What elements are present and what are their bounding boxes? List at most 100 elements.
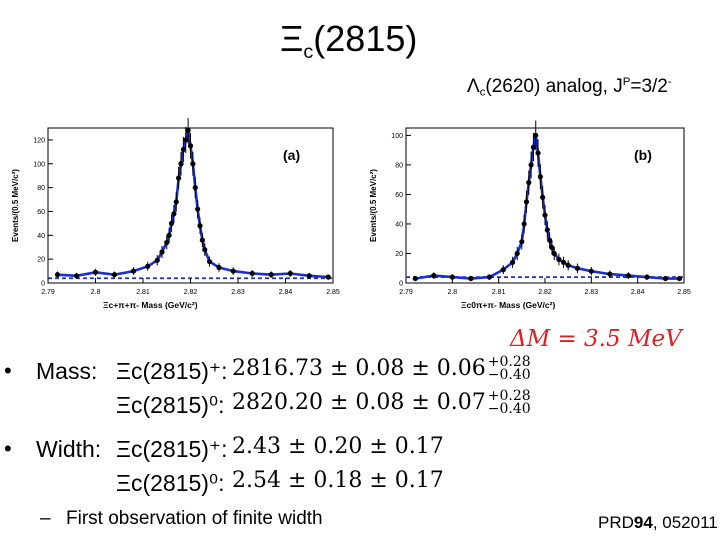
data-point (202, 247, 208, 253)
xi-symbol: Ξ (280, 18, 304, 59)
delta-m-formula: ΔM = 3.5 MeV (510, 326, 682, 352)
data-point (535, 150, 541, 156)
y-tick-label: 0 (41, 281, 45, 288)
mass-zero-name: Ξc(2815)⁰: (116, 392, 225, 418)
data-point (551, 250, 557, 257)
x-tick-label: 2.8 (91, 289, 101, 296)
x-tick-label: 2.81 (136, 289, 150, 296)
data-point (544, 227, 550, 233)
data-point (195, 206, 201, 212)
width-zero-value: 2.54 ± 0.18 ± 0.17 (232, 468, 444, 493)
data-point (171, 211, 177, 217)
mass-label: Mass: (36, 358, 98, 384)
data-point (187, 143, 194, 149)
data-point (178, 161, 184, 167)
x-axis-label: Ξc0π+π- Mass (GeV/c²) (461, 300, 555, 310)
data-point (249, 270, 255, 277)
x-tick-label: 2.85 (677, 289, 691, 296)
data-point (486, 274, 492, 280)
data-point (540, 194, 546, 200)
title-subscript: c (303, 40, 314, 63)
data-point (176, 175, 182, 181)
data-point (154, 257, 160, 263)
data-point (514, 250, 520, 257)
width-label: Width: (36, 436, 102, 462)
mass-plus-name: Ξc(2815)⁺: (116, 358, 228, 384)
data-point (287, 270, 293, 277)
data-point (509, 259, 516, 265)
data-point (519, 239, 525, 245)
y-tick-label: 20 (37, 257, 45, 264)
data-point (449, 274, 455, 280)
data-point (560, 259, 567, 265)
bullet-dot: • (4, 358, 12, 383)
data-point (199, 237, 205, 243)
data-point (662, 275, 669, 282)
data-point (92, 269, 99, 275)
title-mass: (2815) (313, 18, 418, 59)
data-point (206, 258, 213, 265)
width-zero-name: Ξc(2815)⁰: (116, 470, 225, 496)
data-point (197, 223, 203, 229)
x-axis-label: Ξc+π+π- Mass (GeV/c²) (103, 300, 198, 310)
y-tick-label: 120 (33, 137, 45, 144)
data-point (166, 232, 172, 238)
data-point (556, 256, 562, 262)
y-tick-label: 100 (391, 133, 403, 140)
mass-plus-value-group: 2816.73 ± 0.08 ± 0.06 +0.28 −0.40 (232, 354, 531, 383)
data-point (565, 262, 571, 268)
x-tick-label: 2.8 (447, 289, 457, 296)
data-point (521, 221, 527, 227)
bullet-dot: • (4, 436, 12, 461)
data-point (468, 275, 474, 282)
data-point (192, 185, 198, 191)
data-point (588, 268, 594, 274)
data-point (185, 127, 191, 133)
data-point (159, 249, 165, 255)
y-axis-label: Events/(0.5 MeV/c²) (369, 169, 378, 242)
x-tick-label: 2.83 (231, 289, 245, 296)
y-tick-label: 40 (37, 233, 45, 240)
reference: PRD94, 052011 (598, 513, 718, 532)
data-point (180, 146, 186, 153)
data-point (528, 162, 534, 168)
data-point (54, 272, 61, 278)
y-tick-label: 80 (395, 162, 403, 169)
panel-label: (b) (634, 147, 652, 163)
data-point (173, 199, 179, 205)
y-tick-label: 0 (399, 281, 403, 288)
data-point (168, 220, 175, 226)
data-point (412, 275, 418, 282)
x-tick-label: 2.85 (326, 289, 340, 296)
data-point (183, 137, 189, 143)
width-plus-name: Ξc(2815)⁺: (116, 436, 228, 462)
data-point (676, 275, 682, 282)
x-tick-label: 2.84 (279, 289, 293, 296)
y-tick-label: 20 (395, 251, 403, 258)
mass-zero-value-group: 2820.20 ± 0.08 ± 0.07 +0.28 −0.40 (232, 388, 531, 417)
width-plus-value: 2.43 ± 0.20 ± 0.17 (232, 434, 444, 459)
data-point (500, 267, 506, 273)
data-point (537, 174, 543, 180)
data-point (533, 132, 539, 138)
data-point (145, 263, 151, 269)
mass-plot-a: 2.79 2.8 2.81 2.82 2.83 2.84 2.85 0 20 40 60 80 100 1… (11, 118, 340, 310)
data-point (190, 161, 196, 167)
data-point (542, 212, 548, 218)
data-point (644, 274, 650, 280)
data-point (607, 271, 613, 277)
x-tick-label: 2.79 (41, 289, 55, 296)
y-axis-label: Events/(0.5 MeV/c²) (11, 169, 20, 242)
mass-plot-b: 2.79 2.8 2.81 2.82 2.83 2.84 2.85 0 20 40 60 80 100 (… (369, 120, 691, 310)
dash-bullet: – (40, 508, 51, 529)
slide-title: Ξc(2815) (280, 18, 417, 64)
data-point (130, 268, 137, 274)
data-point (325, 274, 331, 280)
data-point (111, 272, 118, 278)
x-tick-label: 2.82 (184, 289, 198, 296)
data-point (216, 264, 222, 271)
data-point (547, 237, 553, 243)
x-tick-label: 2.84 (631, 289, 645, 296)
data-point (268, 272, 274, 278)
data-point (306, 273, 312, 279)
